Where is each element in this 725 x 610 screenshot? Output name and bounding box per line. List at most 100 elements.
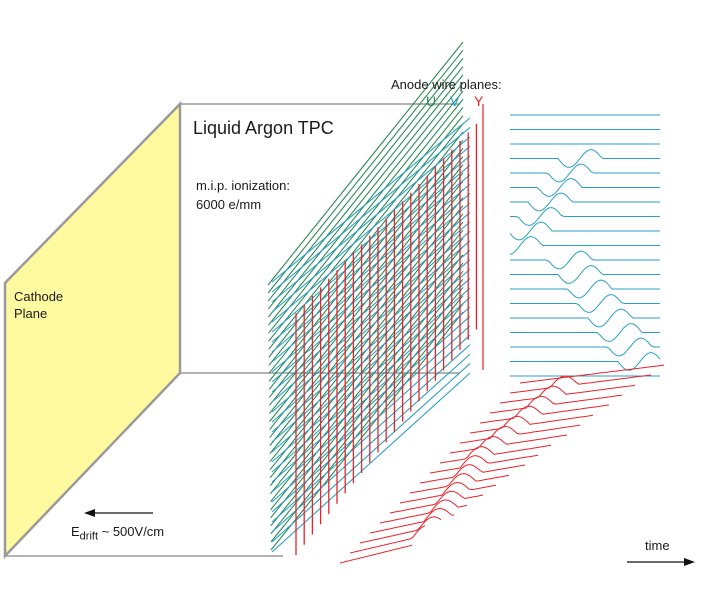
v-wire — [271, 193, 471, 363]
v-wire — [271, 278, 471, 453]
ionization-line-2: 6000 e/mm — [196, 197, 262, 212]
y-signal — [469, 414, 594, 434]
y-signal — [339, 544, 413, 564]
v-wire — [271, 372, 471, 553]
v-signal — [509, 235, 660, 255]
v-wire — [271, 353, 471, 533]
u-wire — [267, 58, 464, 302]
cathode-label: Cathode Plane — [14, 288, 63, 322]
v-signal — [509, 221, 660, 241]
v-wire — [271, 155, 471, 323]
anode-planes-label: Anode wire planes: — [391, 77, 502, 92]
y-signal — [409, 473, 510, 494]
v-plane-wires — [271, 117, 471, 553]
time-arrow — [627, 558, 695, 566]
v-wire — [271, 230, 471, 403]
ionization-line-1: m.i.p. ionization: — [196, 178, 290, 193]
v-signal — [510, 337, 660, 357]
edrift-symbol: E — [71, 524, 80, 539]
u-wire — [267, 49, 464, 294]
v-signal — [510, 148, 660, 168]
y-signal — [399, 481, 497, 504]
u-wire — [270, 295, 464, 535]
v-wire — [271, 287, 471, 463]
tpc-title: Liquid Argon TPC — [193, 118, 334, 138]
y-signal — [519, 364, 665, 384]
v-wire — [271, 136, 471, 303]
y-signal — [359, 516, 442, 544]
y-signal — [439, 444, 552, 464]
u-wire — [269, 205, 464, 446]
v-wire — [271, 297, 471, 473]
time-label: time — [645, 538, 670, 553]
u-wire — [270, 303, 464, 543]
y-signal — [369, 507, 455, 534]
y-signal — [449, 434, 568, 454]
v-wire — [271, 221, 471, 393]
v-wire — [271, 183, 471, 353]
v-wire — [271, 315, 471, 493]
y-plane-wires — [295, 104, 484, 555]
u-wire — [268, 90, 464, 334]
u-wire — [270, 270, 464, 511]
y-plane-signals — [339, 364, 665, 564]
u-wire — [268, 139, 464, 382]
v-wire — [271, 268, 471, 443]
u-plane-label: U — [426, 93, 437, 109]
cathode-plane — [3, 100, 182, 560]
u-wire — [268, 98, 464, 342]
v-signal — [510, 178, 660, 198]
v-signal — [510, 207, 660, 226]
v-plane-signals — [509, 114, 661, 377]
y-signal — [459, 424, 581, 444]
u-wire — [269, 213, 464, 454]
u-wire — [269, 221, 464, 463]
v-plane-label: V — [450, 93, 460, 109]
u-wire — [268, 164, 464, 406]
y-signal — [349, 525, 426, 554]
v-signal — [510, 323, 660, 343]
v-wire — [271, 334, 471, 513]
v-signal — [510, 192, 660, 212]
v-signal — [510, 279, 660, 299]
u-wire — [268, 107, 464, 350]
u-wire — [269, 254, 464, 495]
y-signal — [509, 374, 652, 394]
v-signal — [510, 351, 661, 371]
u-wire — [268, 156, 464, 398]
y-signal — [499, 384, 636, 404]
u-wire — [269, 172, 464, 414]
v-wire — [271, 325, 471, 503]
y-signal — [379, 499, 468, 524]
u-wire — [269, 188, 464, 430]
u-wire — [268, 148, 464, 390]
v-signal — [510, 264, 660, 284]
v-signal — [510, 163, 660, 183]
u-plane-wires — [267, 41, 464, 551]
v-wire — [271, 259, 471, 433]
v-wire — [271, 363, 471, 543]
drift-arrow — [84, 509, 153, 517]
u-wire — [267, 41, 464, 286]
v-wire — [271, 174, 471, 343]
v-wire — [271, 249, 471, 423]
v-wire — [271, 145, 471, 313]
u-wire — [267, 74, 464, 318]
v-wire — [271, 306, 471, 483]
y-signal — [479, 404, 610, 424]
v-wire — [271, 164, 471, 333]
y-signal — [389, 490, 484, 514]
v-signal — [510, 294, 660, 313]
v-wire — [271, 127, 471, 293]
u-wire — [270, 287, 464, 527]
edrift-subscript: drift — [79, 530, 99, 543]
v-signal — [510, 308, 660, 328]
v-wire — [271, 344, 471, 523]
y-signal — [429, 454, 539, 474]
v-wire — [271, 240, 471, 413]
edrift-value: ~ 500V/cm — [98, 524, 165, 539]
v-wire — [271, 117, 471, 283]
ionization-label: m.i.p. ionization: 6000 e/mm — [196, 176, 290, 214]
y-signal — [489, 394, 623, 414]
u-wire — [268, 123, 464, 366]
